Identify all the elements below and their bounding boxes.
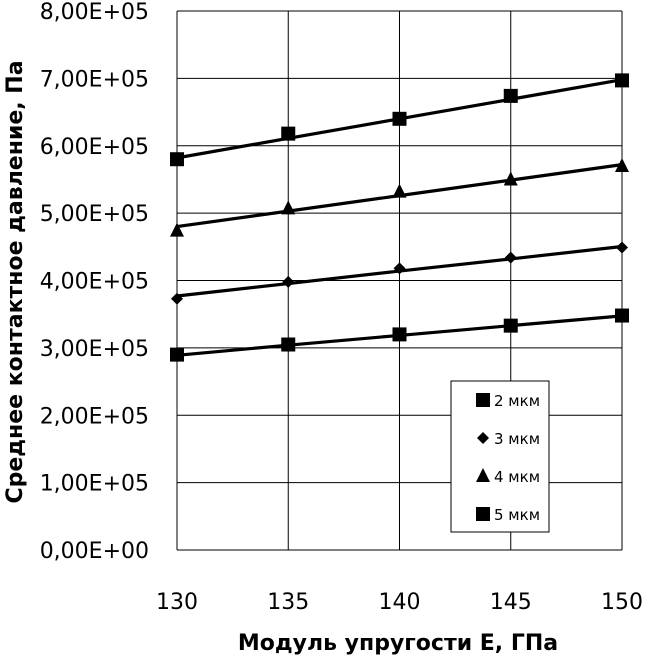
y-tick-labels: 0,00E+00 1,00E+05 2,00E+05 3,00E+05 4,00E+05…	[40, 0, 149, 564]
x-tick-label: 145	[490, 590, 532, 615]
data-point-marker	[615, 157, 629, 172]
y-tick-label: 6,00E+05	[40, 135, 149, 160]
x-axis-title: Модуль упругости E, ГПа	[238, 631, 558, 656]
x-tick-labels: 130 135 140 145 150	[156, 590, 643, 615]
y-tick-label: 4,00E+05	[40, 270, 149, 295]
legend-marker	[477, 432, 489, 444]
series-4	[170, 73, 629, 167]
series-1	[170, 308, 629, 362]
legend-marker	[476, 393, 490, 407]
legend-marker	[476, 468, 490, 482]
series-2	[171, 241, 628, 305]
legend: 2 мкм 3 мкм 4 мкм 5 мкм	[450, 380, 550, 533]
legend-label: 4 мкм	[494, 468, 540, 486]
data-point-marker	[504, 251, 517, 264]
data-point-marker	[615, 73, 629, 88]
series-3	[170, 157, 629, 237]
y-tick-label: 1,00E+05	[40, 472, 149, 497]
y-tick-label: 3,00E+05	[40, 337, 149, 362]
legend-label: 3 мкм	[494, 430, 540, 448]
x-tick-label: 130	[156, 590, 198, 615]
data-point-marker	[170, 152, 184, 167]
data-point-marker	[282, 275, 295, 288]
data-point-marker	[392, 183, 407, 198]
data-point-marker	[503, 88, 518, 103]
x-tick-label: 135	[267, 590, 309, 615]
y-tick-label: 2,00E+05	[40, 404, 149, 429]
data-point-marker	[281, 200, 296, 215]
legend-box	[450, 380, 550, 533]
y-tick-label: 8,00E+05	[40, 0, 149, 25]
y-tick-label: 5,00E+05	[40, 202, 149, 227]
series-layer	[170, 73, 629, 362]
x-tick-label: 150	[601, 590, 643, 615]
legend-marker	[476, 507, 490, 521]
x-tick-label: 140	[379, 590, 421, 615]
legend-label: 2 мкм	[494, 392, 540, 410]
y-axis-title: Среднее контактное давление, Па	[3, 60, 28, 503]
data-point-marker	[392, 111, 407, 126]
data-point-marker	[392, 327, 407, 342]
data-point-marker	[281, 126, 296, 141]
y-tick-label: 7,00E+05	[40, 67, 149, 92]
y-tick-label: 0,00E+00	[40, 539, 149, 564]
data-point-marker	[170, 222, 184, 237]
data-point-marker	[616, 241, 628, 254]
data-point-marker	[503, 318, 518, 333]
data-point-marker	[170, 347, 184, 362]
legend-label: 5 мкм	[494, 506, 540, 524]
data-point-marker	[615, 308, 629, 323]
data-point-marker	[503, 171, 518, 186]
data-point-marker	[281, 337, 296, 352]
data-point-marker	[393, 262, 406, 275]
data-point-marker	[171, 292, 183, 305]
